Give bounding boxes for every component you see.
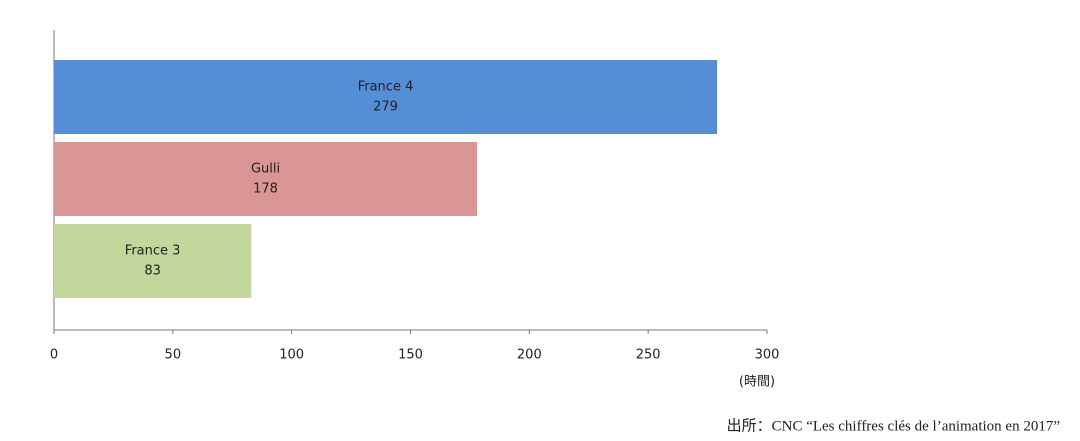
source-note: 出所：CNC “Les chiffres clés de l’animation…	[727, 417, 1060, 434]
bar	[54, 142, 478, 216]
x-tick-label: 150	[398, 348, 423, 363]
x-tick-label: 50	[165, 348, 182, 363]
bar	[54, 224, 252, 298]
bar-category-label: France 4	[358, 80, 414, 95]
bar-value-label: 279	[373, 100, 398, 115]
x-tick-label: 250	[636, 348, 661, 363]
x-axis-label: (時間)	[739, 375, 775, 390]
x-tick-label: 200	[517, 348, 542, 363]
bar	[54, 60, 718, 134]
bar-category-label: France 3	[125, 244, 181, 259]
x-tick-label: 300	[755, 348, 780, 363]
x-tick-label: 0	[50, 348, 58, 363]
bar-value-label: 178	[253, 182, 278, 197]
bar-value-label: 83	[144, 264, 161, 279]
bar-category-label: Gulli	[251, 162, 280, 177]
x-tick-label: 100	[279, 348, 304, 363]
